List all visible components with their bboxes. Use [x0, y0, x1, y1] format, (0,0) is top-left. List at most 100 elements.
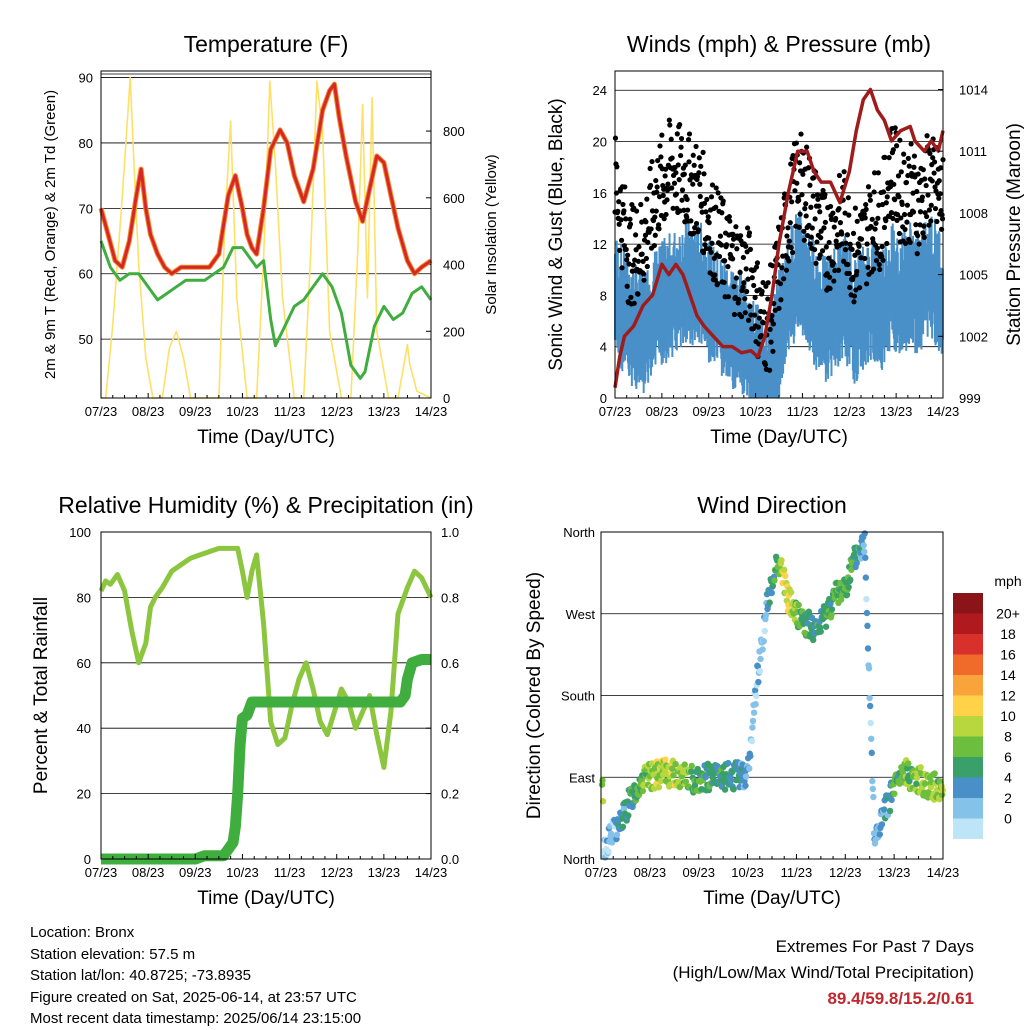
gust-point [831, 224, 837, 230]
direction-point [787, 589, 795, 596]
direction-point [766, 599, 773, 606]
direction-point [913, 780, 920, 787]
gust-point [626, 261, 632, 267]
gust-point [796, 224, 802, 230]
gust-point [845, 195, 851, 201]
gust-point [816, 203, 822, 209]
gust-point [836, 172, 843, 179]
gust-point [682, 162, 688, 168]
gust-point [927, 150, 933, 156]
gust-point [709, 240, 715, 246]
direction-point [861, 530, 868, 537]
gust-point [676, 177, 682, 183]
gust-point [620, 201, 626, 208]
gust-point [821, 225, 827, 231]
direction-point [917, 764, 924, 771]
gust-point [643, 219, 649, 225]
gust-point [938, 207, 944, 214]
direction-point [878, 821, 886, 828]
colorbar-swatch [953, 736, 983, 757]
gust-point [894, 143, 900, 149]
y-tick-label: 20 [77, 787, 91, 802]
gust-point [863, 206, 869, 212]
y-tick-label: 40 [77, 721, 91, 736]
gust-point [737, 269, 743, 275]
gust-point [703, 209, 709, 215]
gust-point [936, 195, 942, 201]
direction-point [778, 557, 785, 564]
x-tick-label: 14/23 [927, 404, 960, 419]
gust-point [875, 215, 881, 221]
colorbar-swatch [953, 613, 983, 634]
gust-point [742, 296, 748, 302]
gust-point [882, 154, 888, 160]
direction-point [759, 646, 766, 653]
direction-point [864, 645, 872, 652]
series-direction [598, 530, 946, 861]
y-tick-label: 100 [69, 525, 91, 540]
series-dewpoint-line [99, 240, 433, 380]
y-axis-label: Sonic Wind & Gust (Blue, Black) [546, 98, 567, 370]
gust-point [708, 249, 714, 255]
series-wind [614, 210, 944, 398]
gust-point [740, 284, 746, 290]
gust-point [894, 211, 901, 218]
gust-point [696, 170, 702, 176]
gust-point [734, 246, 740, 252]
gust-point [770, 321, 776, 327]
gust-point [921, 223, 927, 229]
gust-point [673, 191, 679, 197]
direction-point [639, 787, 647, 795]
gust-point [841, 169, 847, 175]
gust-point [871, 266, 877, 272]
gust-point [792, 188, 798, 194]
gust-point [675, 162, 681, 168]
gust-point [899, 201, 905, 208]
direction-point [662, 756, 669, 763]
x-axis-label: Time (Day/UTC) [197, 888, 335, 909]
y2-tick-label: 0.8 [441, 590, 459, 605]
gust-point [926, 207, 933, 213]
station-info: Location: Bronx Station elevation: 57.5 … [30, 922, 361, 1030]
gust-point [679, 197, 685, 203]
gust-point [618, 217, 624, 223]
gust-point [864, 241, 870, 247]
gust-point [851, 293, 858, 299]
gust-point [896, 194, 902, 200]
chart-title: Winds (mph) & Pressure (mb) [627, 31, 931, 57]
y2-tick-label: 0.2 [441, 787, 459, 802]
y-tick-label: North [563, 852, 595, 867]
colorbar-swatch [953, 818, 983, 839]
gust-point [653, 208, 659, 214]
gust-point [827, 203, 834, 210]
direction-point [870, 793, 877, 801]
y2-tick-label: 0.4 [441, 721, 459, 736]
direction-point [749, 724, 756, 731]
x-tick-label: 11/23 [274, 404, 306, 419]
extremes-title: Extremes For Past 7 Days [775, 937, 974, 956]
gust-point [801, 228, 807, 234]
gust-point [822, 219, 828, 225]
gust-point [852, 205, 858, 211]
gust-point [797, 211, 803, 217]
direction-point [681, 761, 688, 768]
gust-point [826, 239, 832, 246]
gust-point [924, 133, 930, 139]
gust-point [723, 242, 730, 248]
gust-point [754, 260, 761, 266]
direction-point [845, 583, 852, 591]
direction-point [648, 760, 656, 767]
gust-point [760, 320, 767, 326]
gust-point [693, 220, 700, 227]
x-tick-label: 07/23 [599, 404, 632, 419]
gust-point [890, 215, 896, 222]
gust-point [922, 176, 928, 182]
gust-point [804, 144, 810, 150]
gust-point [880, 257, 886, 263]
gust-point [886, 155, 892, 161]
colorbar-label: 12 [1000, 688, 1016, 704]
gust-point [842, 247, 849, 253]
gust-point [892, 125, 898, 131]
gust-point [854, 268, 860, 275]
gust-point [701, 171, 707, 177]
